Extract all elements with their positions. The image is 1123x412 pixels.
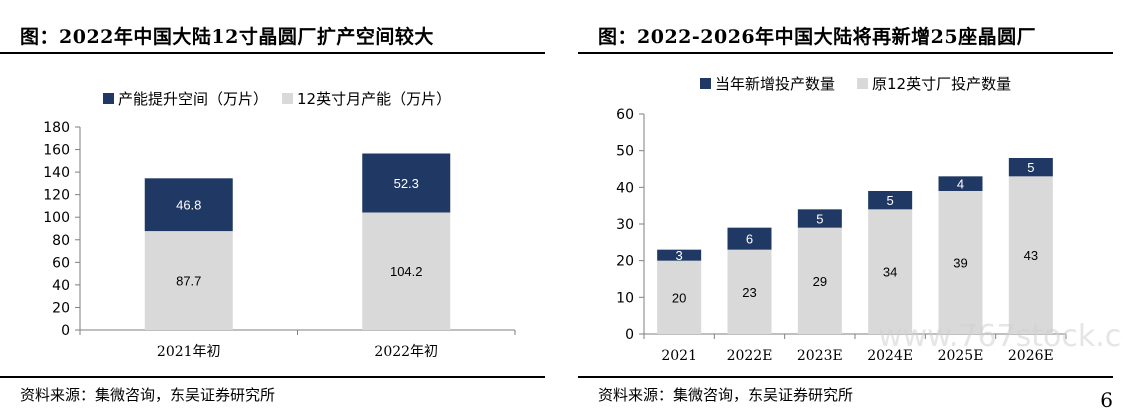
page-number: 6 [1100,388,1113,412]
bar-segment [868,191,913,210]
title-rule [0,52,545,54]
legend-label: 产能提升空间（万片） [118,90,268,108]
data-label: 39 [953,256,967,271]
source-rule [578,376,1113,378]
legend-swatch [103,93,114,104]
x-tick-label: 2021年初 [157,343,221,360]
legend-label: 当年新增投产数量 [715,75,835,93]
source-note: 资料来源：集微咨询，东吴证券研究所 [598,386,854,404]
legend-label: 原12英寸厂投产数量 [872,75,1011,93]
x-tick-label: 2022E [727,348,773,364]
bar-segment [144,178,233,232]
data-label: 43 [1024,248,1038,263]
bar-segment [657,260,702,334]
y-tick-label: 80 [52,233,70,249]
data-label: 52.3 [394,176,419,191]
y-tick-label: 0 [61,323,70,339]
right-chart: 当年新增投产数量 原12英寸厂投产数量 0 10 20 30 40 50 60 20 3 2021 23… [616,75,1123,364]
bar-segment [868,209,913,334]
y-tick-label: 60 [52,255,70,271]
y-tick-label: 60 [616,107,634,123]
y-tick-label: 140 [43,165,70,181]
data-label: 6 [746,232,753,247]
y-tick-label: 50 [616,144,634,160]
data-label: 5 [1027,160,1034,175]
source-rule [0,376,545,378]
source-note: 资料来源：集微咨询，东吴证券研究所 [20,386,276,404]
x-tick-label: 2026E [1008,348,1054,364]
x-tick-label: 2024E [867,348,913,364]
bar-segment [362,153,451,213]
x-tick-label: 2021 [661,348,697,364]
bar-segment [362,212,451,330]
data-label: 23 [742,285,756,300]
data-label: 20 [672,290,686,305]
chart-title: 图：2022年中国大陆12寸晶圆厂扩产空间较大 [20,26,434,48]
bar-segment [938,191,983,334]
bar-segment [144,231,233,330]
x-tick-label: 2025E [938,348,984,364]
data-label: 4 [957,177,964,192]
data-label: 104.2 [390,264,423,279]
bar-segment [727,227,772,250]
y-tick-label: 180 [43,120,70,136]
data-label: 5 [887,193,894,208]
bar-segment [797,227,842,334]
chart-title: 图：2022-2026年中国大陆将再新增25座晶圆厂 [598,26,1037,48]
data-label: 5 [816,212,823,227]
data-label: 46.8 [176,198,201,213]
y-tick-label: 120 [43,188,70,204]
bar-segment [657,249,702,261]
y-tick-label: 20 [52,300,70,316]
right-chart-panel: 图：2022-2026年中国大陆将再新增25座晶圆厂 当年新增投产数量 原12英寸… [578,0,1123,412]
left-chart: 产能提升空间（万片） 12英寸月产能（万片） 0 20 40 60 80 100 120 140 1… [43,90,516,360]
y-tick-label: 20 [616,254,634,270]
data-label: 34 [883,265,897,280]
x-tick-label: 2023E [797,348,843,364]
y-tick-label: 40 [616,180,634,196]
bar-segment [1008,158,1053,177]
legend-swatch [282,93,294,104]
bar-segment [1008,176,1053,334]
data-label: 87.7 [176,274,201,289]
data-label: 3 [676,248,683,263]
bar-segment [797,209,842,228]
y-tick-label: 100 [43,210,70,226]
x-tick-label: 2022年初 [374,343,438,360]
title-rule [578,52,1113,54]
legend-label: 12英寸月产能（万片） [297,90,451,108]
watermark: www.767stock.com [878,319,1123,354]
bar-segment [727,249,772,334]
y-tick-label: 40 [52,278,70,294]
y-tick-label: 10 [616,290,634,306]
bar-segment [938,176,983,191]
y-tick-label: 160 [43,143,70,159]
y-tick-label: 30 [616,217,634,233]
data-label: 29 [813,274,827,289]
legend-swatch [700,78,711,89]
y-tick-label: 0 [625,327,634,343]
left-chart-panel: 图：2022年中国大陆12寸晶圆厂扩产空间较大 产能提升空间（万片） 12英寸月产… [0,0,545,406]
legend-swatch [857,78,869,89]
